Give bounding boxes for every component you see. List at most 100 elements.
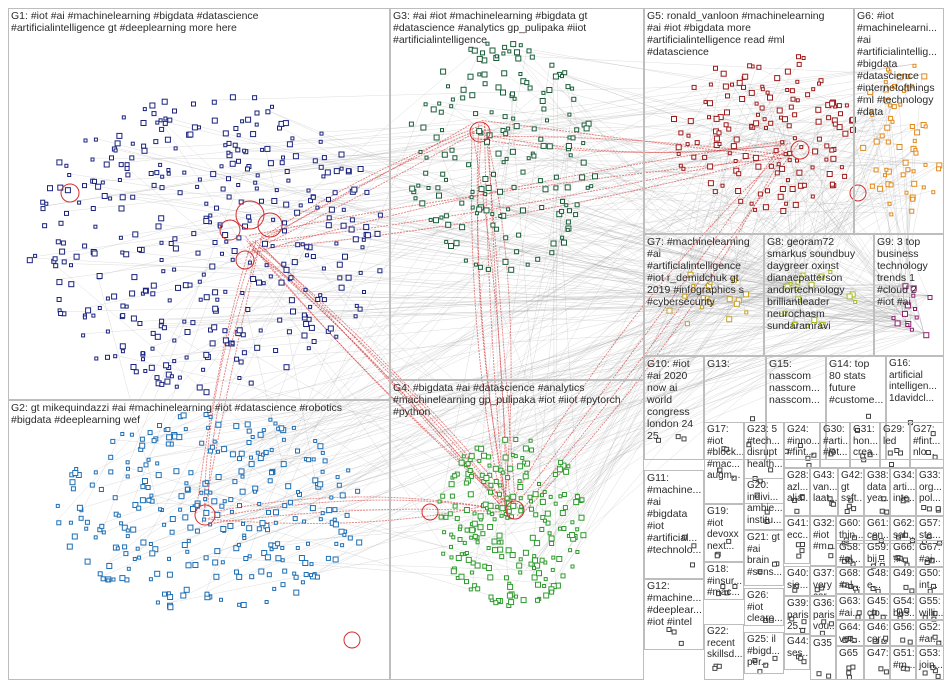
edge <box>708 281 744 293</box>
node <box>441 151 448 158</box>
group-label-g2: G2: gt mikequindazzi #ai #machinelearnin… <box>11 402 342 426</box>
group-label-g62: G62: sal... <box>893 518 915 541</box>
node <box>529 447 534 453</box>
edge <box>248 102 425 555</box>
node <box>884 509 890 515</box>
node <box>303 572 309 577</box>
node <box>501 51 506 56</box>
node <box>347 535 353 541</box>
node <box>847 558 853 564</box>
node <box>237 376 242 380</box>
node <box>358 270 363 275</box>
node <box>832 121 838 127</box>
node <box>121 524 128 531</box>
node <box>321 266 326 271</box>
group-label-g38: G38: data yea... <box>867 470 890 504</box>
edge <box>148 300 854 499</box>
group-panel-g48: G48: e... <box>864 566 890 594</box>
node <box>749 201 754 206</box>
node <box>249 455 253 460</box>
group-panel-g31: G31: hon... crea... <box>850 422 880 468</box>
edge-highlight <box>247 132 475 254</box>
node <box>329 495 334 500</box>
node <box>332 190 338 196</box>
node <box>247 554 252 559</box>
node <box>309 573 313 578</box>
node <box>890 119 895 124</box>
edge <box>510 91 544 520</box>
node <box>60 240 66 246</box>
node <box>334 541 339 546</box>
group-panel-g35: G35 <box>810 636 836 680</box>
node <box>768 163 774 169</box>
edge <box>753 201 785 209</box>
node <box>148 577 153 582</box>
edge <box>304 244 929 296</box>
edge <box>433 134 580 516</box>
edge <box>506 207 686 322</box>
node <box>211 99 217 105</box>
edge <box>687 71 722 273</box>
node <box>110 438 116 444</box>
edge <box>575 287 693 551</box>
node <box>461 454 466 459</box>
node <box>541 106 547 112</box>
node <box>229 509 234 514</box>
node <box>100 576 106 582</box>
edge <box>195 118 817 530</box>
node <box>509 148 516 155</box>
node <box>851 535 857 541</box>
node <box>222 232 229 238</box>
node <box>199 440 205 446</box>
edge <box>440 104 834 495</box>
node <box>318 164 324 170</box>
node <box>261 281 266 286</box>
edge <box>517 310 783 464</box>
node <box>923 332 930 339</box>
edge <box>470 324 806 562</box>
edge <box>233 166 937 546</box>
node <box>280 546 285 550</box>
node <box>898 102 903 107</box>
group-label-g35: G35 <box>813 638 832 649</box>
node <box>423 170 429 176</box>
edge-highlight <box>213 508 502 524</box>
node <box>158 162 163 167</box>
group-panel-g1: G1: #iot #ai #machinelearning #bigdata #… <box>8 8 390 400</box>
edge <box>568 321 686 549</box>
node <box>713 65 718 71</box>
node <box>792 497 798 503</box>
edge <box>788 98 886 283</box>
edge <box>53 263 330 497</box>
node <box>94 356 99 361</box>
node <box>333 168 340 175</box>
group-panel-g4: G4: #bigdata #ai #datascience #analytics… <box>390 380 644 680</box>
node <box>573 499 580 506</box>
node <box>56 159 63 166</box>
node <box>872 638 878 644</box>
node <box>148 171 154 176</box>
group-panel-g5: G5: ronald_vanloon #machinelearning #ai … <box>644 8 854 234</box>
node <box>430 106 437 113</box>
node <box>169 529 175 535</box>
node <box>904 666 910 672</box>
edge <box>239 169 798 452</box>
node <box>841 582 847 588</box>
node <box>324 169 331 176</box>
node <box>848 497 854 503</box>
edge <box>273 295 929 511</box>
group-panel-g37: G37: very car... <box>810 566 836 596</box>
node <box>579 174 586 181</box>
node <box>707 180 714 187</box>
edge <box>692 286 744 293</box>
node <box>525 262 530 267</box>
node <box>565 227 570 232</box>
node <box>172 236 178 242</box>
edge <box>483 143 567 209</box>
node <box>470 205 475 210</box>
node <box>185 562 192 569</box>
node <box>513 437 519 442</box>
node <box>98 487 104 492</box>
node <box>792 112 798 118</box>
edge-highlight <box>252 240 520 510</box>
